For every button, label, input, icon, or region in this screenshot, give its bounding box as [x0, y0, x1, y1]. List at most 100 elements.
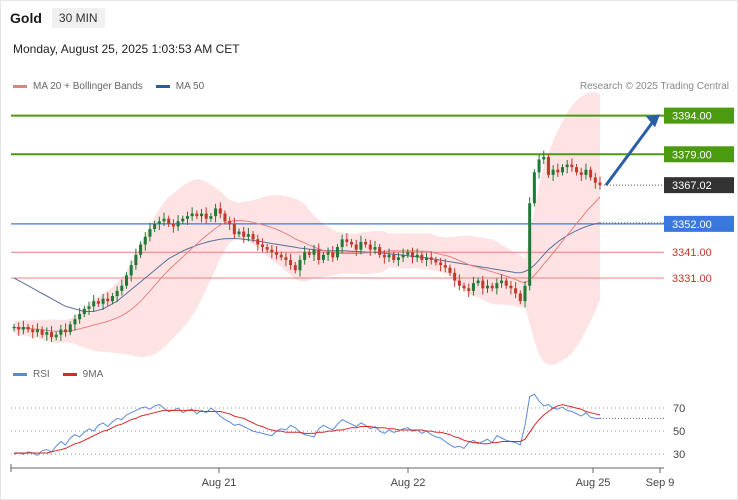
candle-body — [532, 172, 536, 204]
candle-body — [120, 285, 124, 291]
candle-body — [476, 280, 480, 284]
candle-body — [303, 252, 307, 260]
price-legend: MA 20 + Bollinger Bands MA 50 — [13, 81, 204, 92]
level-box-0 — [664, 107, 734, 124]
rsi-swatch — [13, 372, 27, 376]
candle-body — [396, 257, 400, 260]
rsi-level-label: 70 — [673, 403, 685, 415]
timestamp: Monday, August 25, 2025 1:03:53 AM CET — [13, 42, 240, 56]
candle-body — [190, 213, 194, 217]
candle-body — [73, 319, 77, 325]
candle-body — [495, 283, 499, 289]
candle-body — [293, 265, 297, 271]
candle-body — [115, 290, 119, 297]
candle-body — [448, 267, 452, 273]
x-tick-label: Sep 9 — [646, 477, 675, 489]
legend-rsi: RSI — [13, 369, 50, 380]
candle-body — [200, 213, 204, 217]
candle-body — [68, 324, 72, 333]
candle-body — [331, 252, 335, 258]
candle-body — [307, 252, 311, 255]
symbol-title: Gold — [10, 10, 42, 26]
candle-body — [49, 332, 54, 338]
candle-body — [59, 329, 63, 335]
ma20-line — [13, 196, 601, 332]
x-tick-label: Aug 21 — [202, 477, 237, 489]
level-box-3 — [664, 215, 734, 232]
candle-body — [350, 241, 354, 245]
level-label-0: 3394.00 — [672, 111, 712, 123]
candle-body — [528, 203, 532, 286]
candle-body — [171, 223, 175, 227]
level-label-3: 3352.00 — [672, 219, 712, 231]
candle-body — [246, 234, 250, 237]
candle-body — [223, 213, 227, 222]
candle-body — [485, 285, 489, 289]
candle-body — [275, 252, 279, 255]
candle-body — [256, 239, 260, 245]
candle-body — [560, 167, 565, 173]
candle-body — [101, 298, 105, 304]
candle-body — [143, 236, 147, 245]
candle-body — [575, 167, 579, 173]
ma9-swatch — [62, 372, 77, 376]
candle-body — [106, 298, 110, 302]
candle-body — [368, 244, 372, 250]
candle-body — [556, 169, 560, 173]
candle-body — [457, 280, 461, 286]
title-bar: Gold 30 MIN — [10, 8, 105, 28]
candle-body — [439, 262, 443, 266]
level-box-1 — [664, 146, 734, 163]
candle-body — [181, 218, 185, 222]
candle-body — [176, 221, 180, 227]
candle-body — [40, 329, 44, 335]
candle-body — [64, 329, 68, 333]
legend-9ma: 9MA — [62, 369, 103, 380]
candle-body — [401, 254, 405, 258]
candle-body — [157, 221, 161, 224]
candle-body — [92, 301, 96, 307]
bollinger-band — [14, 92, 600, 365]
level-label-5: 3331.00 — [672, 273, 712, 285]
candle-body — [392, 254, 396, 260]
candle-body — [134, 254, 138, 266]
candle-body — [87, 306, 91, 309]
candle-body — [518, 293, 522, 302]
candle-body — [471, 283, 475, 291]
timeframe-badge[interactable]: 30 MIN — [51, 8, 105, 28]
candle-body — [265, 247, 269, 250]
candle-body — [204, 213, 208, 219]
candle-body — [504, 280, 508, 286]
candle-body — [298, 259, 302, 271]
candle-body — [54, 334, 58, 338]
candle-body — [565, 164, 569, 168]
forecast-arrow-head — [646, 114, 660, 128]
candle-body — [579, 172, 583, 175]
level-label-2: 3367.02 — [672, 180, 712, 192]
candle-body — [125, 275, 129, 286]
candle-body — [139, 244, 143, 255]
forecast-arrow — [604, 119, 656, 187]
candle-body — [589, 169, 593, 178]
rsi-level-label: 30 — [673, 449, 685, 461]
candle-body — [387, 254, 391, 258]
candle-body — [129, 265, 133, 276]
ma50-swatch — [155, 84, 170, 88]
candle-body — [167, 218, 171, 224]
candle-body — [420, 254, 424, 260]
candle-body — [242, 231, 246, 237]
rsi-legend: RSI 9MA — [13, 369, 103, 380]
candle-body — [490, 285, 494, 289]
candle-body — [237, 231, 241, 235]
candle-body — [593, 177, 597, 183]
candle-body — [546, 156, 550, 175]
candle-body — [523, 285, 527, 302]
candle-body — [312, 249, 316, 255]
candle-body — [317, 249, 321, 260]
candle-body — [31, 329, 35, 333]
candle-body — [345, 239, 349, 242]
candle-body — [340, 239, 344, 248]
candle-body — [35, 329, 39, 333]
candle-body — [481, 280, 485, 289]
